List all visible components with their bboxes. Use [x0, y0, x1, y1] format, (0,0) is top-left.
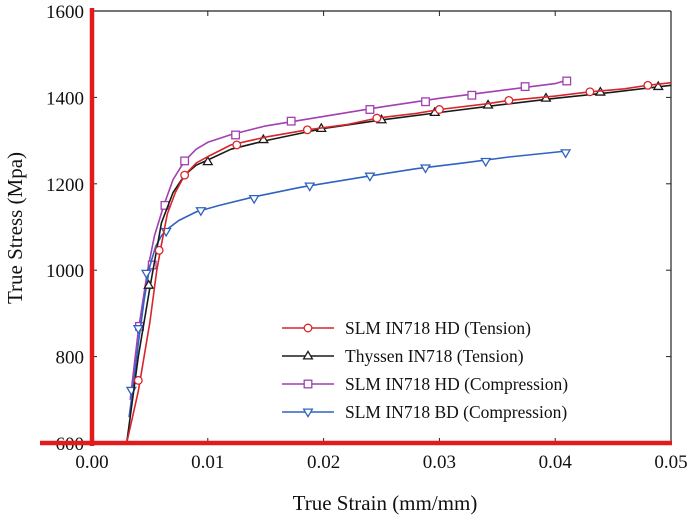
series-marker	[585, 87, 595, 97]
series-marker	[147, 260, 157, 270]
x-tick-label: 0.00	[75, 452, 108, 473]
series-layer	[125, 76, 672, 444]
series-marker	[304, 182, 316, 192]
series-marker	[643, 80, 653, 90]
legend-label: SLM IN718 HD (Compression)	[345, 374, 568, 394]
series-marker	[154, 245, 164, 255]
series-marker	[467, 90, 477, 100]
series-line	[129, 79, 568, 400]
legend-marker	[302, 408, 314, 418]
series-marker	[560, 149, 572, 159]
series-group	[129, 76, 572, 400]
series-marker	[132, 325, 144, 335]
series-marker	[286, 116, 296, 126]
legend-marker	[302, 350, 314, 360]
legend-marker	[303, 379, 313, 389]
y-tick-label: 1000	[46, 261, 84, 282]
x-tick-label: 0.03	[423, 452, 456, 473]
series-marker	[202, 155, 214, 166]
legend-label: Thyssen IN718 (Tension)	[345, 346, 524, 366]
series-marker	[372, 113, 382, 123]
y-tick-label: 800	[56, 348, 85, 369]
y-axis-ticks: 6008001000120014001600	[46, 2, 671, 455]
series-marker	[652, 80, 664, 91]
legend-marker	[303, 323, 313, 333]
x-tick-label: 0.01	[191, 452, 224, 473]
legend-label: SLM IN718 HD (Tension)	[345, 318, 531, 338]
series-marker	[421, 97, 430, 107]
series-marker	[302, 125, 312, 135]
series-marker	[520, 82, 530, 92]
series-marker	[365, 105, 375, 114]
x-axis-ticks: 0.00 0.01 0.02 0.03 0.04 0.05	[75, 11, 688, 473]
y-tick-label: 1200	[46, 175, 84, 196]
series-marker	[480, 157, 492, 168]
y-tick-label: 1400	[46, 88, 84, 109]
series-marker	[195, 207, 207, 217]
y-axis-title: True Stress (Mpa)	[3, 152, 27, 304]
series-marker	[231, 130, 241, 140]
series-marker	[143, 279, 155, 289]
x-tick-label: 0.05	[654, 452, 687, 473]
y-tick-label: 1600	[46, 2, 84, 23]
x-axis-title: True Strain (mm/mm)	[293, 491, 478, 515]
series-marker	[180, 156, 190, 166]
series-marker	[140, 269, 152, 280]
series-line	[125, 84, 672, 444]
series-group	[125, 149, 572, 418]
series-marker	[364, 172, 376, 182]
series-marker	[504, 95, 514, 105]
series-marker	[434, 105, 444, 114]
x-tick-label: 0.02	[307, 452, 340, 473]
series-marker	[180, 170, 190, 180]
series-marker	[248, 194, 260, 205]
series-marker	[562, 76, 572, 86]
series-marker	[133, 375, 143, 385]
legend-label: SLM IN718 BD (Compression)	[345, 402, 567, 422]
series-marker	[419, 164, 432, 174]
legend: SLM IN718 HD (Tension) Thyssen IN718 (Ten…	[282, 318, 568, 422]
series-marker	[232, 140, 242, 150]
x-tick-label: 0.04	[539, 452, 573, 473]
series-group	[125, 80, 672, 444]
